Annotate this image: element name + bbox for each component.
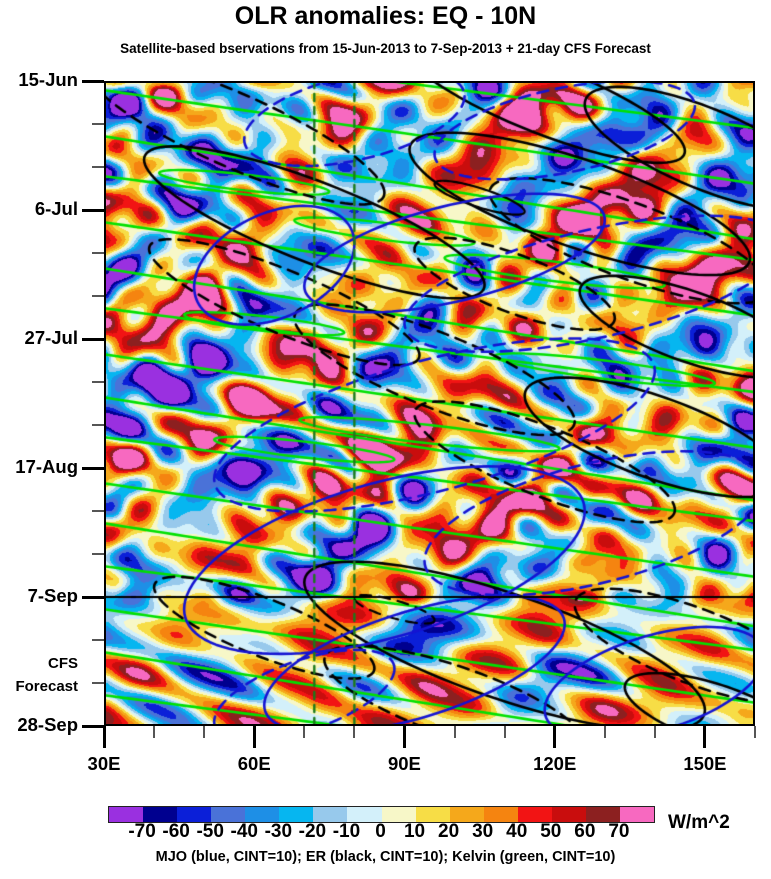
colorbar-segment <box>313 807 348 822</box>
y-axis-minor-tick <box>92 639 104 641</box>
forecast-annotation: Forecast <box>15 678 78 696</box>
colorbar-segment <box>279 807 314 822</box>
page-subtitle: Satellite-based bservations from 15-Jun-… <box>120 41 651 56</box>
colorbar-tick-label: 40 <box>506 821 528 842</box>
y-axis-tick-label: 27-Jul <box>24 327 78 348</box>
colorbar-segment <box>415 807 450 822</box>
wave-contour-overlay <box>104 81 755 726</box>
y-axis-minor-tick <box>92 166 104 168</box>
colorbar <box>108 806 655 823</box>
y-axis-major-tick <box>82 337 104 341</box>
colorbar-segment <box>347 807 382 822</box>
colorbar-tick-label: 50 <box>540 821 562 842</box>
x-axis-minor-tick <box>153 726 156 738</box>
y-axis-tick-label: 7-Sep <box>27 585 78 606</box>
colorbar-segment <box>109 807 144 822</box>
y-axis-tick-label: 6-Jul <box>34 198 78 219</box>
x-axis-tick-label: 120E <box>533 753 577 774</box>
page-title: OLR anomalies: EQ - 10N <box>234 2 537 30</box>
x-axis-minor-tick <box>353 726 356 738</box>
y-axis-minor-tick <box>92 381 104 383</box>
x-axis-major-tick <box>402 726 406 748</box>
y-axis-minor-tick <box>92 510 104 512</box>
x-axis-major-tick <box>252 726 256 748</box>
x-axis-minor-tick <box>754 726 756 738</box>
colorbar-tick-label: 70 <box>608 821 630 842</box>
colorbar-segment <box>551 807 586 822</box>
colorbar-tick-label: -60 <box>162 821 190 842</box>
colorbar-segment <box>449 807 484 822</box>
y-axis-minor-tick <box>92 424 104 426</box>
colorbar-tick-label: -70 <box>128 821 156 842</box>
x-axis-minor-tick <box>603 726 606 738</box>
x-axis-minor-tick <box>453 726 456 738</box>
forecast-annotation: CFS <box>48 655 78 673</box>
y-axis-minor-tick <box>92 682 104 684</box>
x-axis-minor-tick <box>203 726 206 738</box>
y-axis-minor-tick <box>92 295 104 297</box>
y-axis-major-tick <box>82 724 104 728</box>
y-axis-minor-tick <box>92 123 104 125</box>
hovmoller-plot-area <box>104 81 755 726</box>
y-axis-major-tick <box>82 466 104 470</box>
colorbar-tick-label: 10 <box>403 821 426 842</box>
colorbar-tick-label: -10 <box>332 821 361 842</box>
colorbar-segment <box>143 807 178 822</box>
x-axis-major-tick <box>703 726 707 748</box>
x-axis-minor-tick <box>503 726 506 738</box>
colorbar-tick-label: 30 <box>472 821 494 842</box>
colorbar-tick-label: 20 <box>438 821 460 842</box>
x-axis-major-tick <box>553 726 557 748</box>
colorbar-segment <box>517 807 552 822</box>
y-axis-major-tick <box>82 208 104 212</box>
colorbar-segment <box>245 807 280 822</box>
colorbar-tick-labels: -70 -60 -50 -40 -30 -20 -10 0 10 20 30 40 50 60 70 <box>108 821 653 845</box>
x-axis-tick-label: 150E <box>683 753 727 774</box>
colorbar-tick-label: -20 <box>298 821 327 842</box>
x-axis-tick-label: 60E <box>237 753 271 774</box>
colorbar-tick-label: 60 <box>574 821 596 842</box>
y-axis-tick-label: 15-Jun <box>18 69 78 90</box>
wave-legend-caption: MJO (blue, CINT=10); ER (black, CINT=10)… <box>155 849 616 865</box>
y-axis-major-tick <box>82 79 104 83</box>
colorbar-tick-label: -50 <box>196 821 224 842</box>
colorbar-tick-label: 0 <box>375 821 386 842</box>
colorbar-segment <box>211 807 246 822</box>
colorbar-tick-label: -40 <box>230 821 258 842</box>
x-axis-major-tick <box>102 726 106 748</box>
colorbar-segment <box>585 807 620 822</box>
y-axis-major-tick <box>82 595 104 599</box>
colorbar-tick-label: -30 <box>264 821 293 842</box>
x-axis-minor-tick <box>653 726 656 738</box>
x-axis-minor-tick <box>303 726 306 738</box>
y-axis-minor-tick <box>92 252 104 254</box>
x-axis-tick-label: 90E <box>387 753 421 774</box>
colorbar-segment <box>483 807 518 822</box>
y-axis-tick-label: 17-Aug <box>15 456 78 477</box>
colorbar-units-label: W/m^2 <box>668 812 730 833</box>
y-axis-minor-tick <box>92 553 104 555</box>
x-axis-tick-label: 30E <box>87 753 121 774</box>
colorbar-segment <box>177 807 212 822</box>
y-axis-tick-label: 28-Sep <box>17 714 78 735</box>
colorbar-segment <box>619 807 654 822</box>
colorbar-segment <box>381 807 416 822</box>
